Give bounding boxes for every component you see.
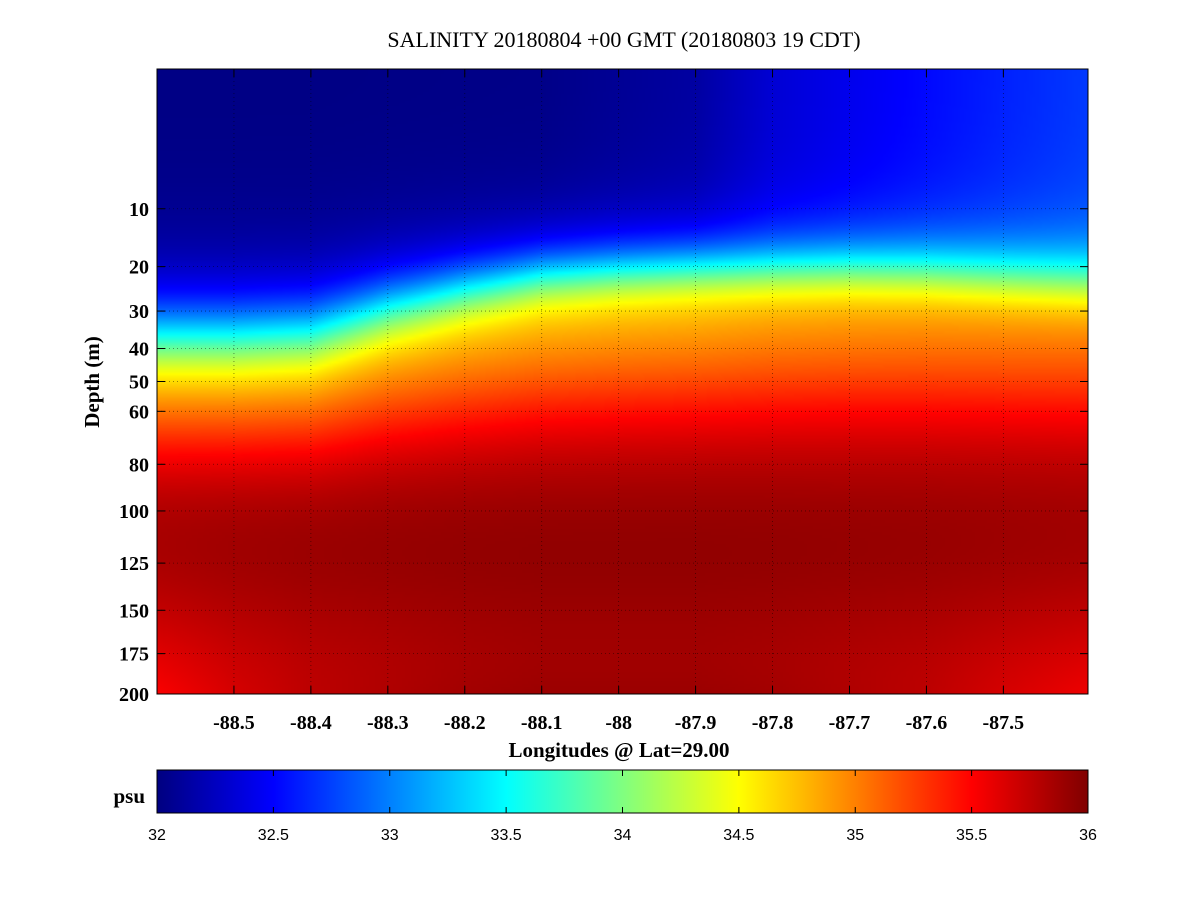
salinity-heatmap: [157, 69, 1088, 694]
x-tick-label: -87.8: [752, 712, 794, 734]
colorbar-ticks: 32 32.5 33 33.5 34 34.5 35 35.5 36: [148, 770, 1097, 844]
x-axis-ticks: -88.5 -88.4 -88.3 -88.2 -88.1 -88 -87.9 -87.8 -8…: [213, 69, 1024, 734]
x-tick-label: -87.6: [906, 712, 948, 734]
x-tick-label: -88.2: [444, 712, 486, 734]
y-tick-label: 30: [129, 301, 149, 323]
colorbar-gradient: [157, 770, 1088, 813]
colorbar-tick-label: 33: [381, 827, 399, 844]
colorbar-frame: [156, 769, 1089, 814]
y-tick-label: 10: [129, 199, 149, 221]
colorbar: 32 32.5 33 33.5 34 34.5 35 35.5 36 psu: [113, 769, 1097, 844]
y-tick-label: 60: [129, 401, 149, 423]
colorbar-tick-label: 34.5: [723, 827, 754, 844]
y-axis-ticks: 10 20 30 40 50 60 80 100 125 150 175 200: [119, 199, 1088, 706]
x-tick-label: -87.5: [983, 712, 1025, 734]
y-tick-label: 150: [119, 600, 149, 622]
x-tick-label: -88.1: [521, 712, 563, 734]
chart-title: SALINITY 20180804 +00 GMT (20180803 19 C…: [387, 27, 860, 52]
y-tick-label: 125: [119, 553, 149, 575]
x-tick-label: -88: [605, 712, 632, 734]
x-tick-label: -88.4: [290, 712, 332, 734]
x-tick-label: -88.3: [367, 712, 409, 734]
y-tick-label: 175: [119, 644, 149, 666]
colorbar-label: psu: [113, 784, 145, 808]
y-axis-label: Depth (m): [80, 336, 104, 428]
y-tick-label: 40: [129, 339, 149, 361]
colorbar-tick-label: 35: [846, 827, 864, 844]
x-tick-label: -88.5: [213, 712, 255, 734]
colorbar-tick-label: 32: [148, 827, 166, 844]
colorbar-tick-label: 36: [1079, 827, 1097, 844]
y-tick-label: 100: [119, 501, 149, 523]
y-tick-label: 200: [119, 684, 149, 706]
colorbar-tick-label: 33.5: [491, 827, 522, 844]
x-tick-label: -87.9: [675, 712, 717, 734]
x-axis-label: Longitudes @ Lat=29.00: [508, 738, 729, 762]
y-tick-label: 50: [129, 372, 149, 394]
colorbar-tick-label: 32.5: [258, 827, 289, 844]
y-tick-label: 20: [129, 257, 149, 279]
grid-lines: [157, 69, 1088, 694]
colorbar-tick-label: 35.5: [956, 827, 987, 844]
y-tick-label: 80: [129, 454, 149, 476]
x-tick-label: -87.7: [829, 712, 871, 734]
colorbar-tick-label: 34: [614, 827, 632, 844]
plot-area: 10 20 30 40 50 60 80 100 125 150 175 200 -88.5 -88.4…: [119, 68, 1089, 734]
